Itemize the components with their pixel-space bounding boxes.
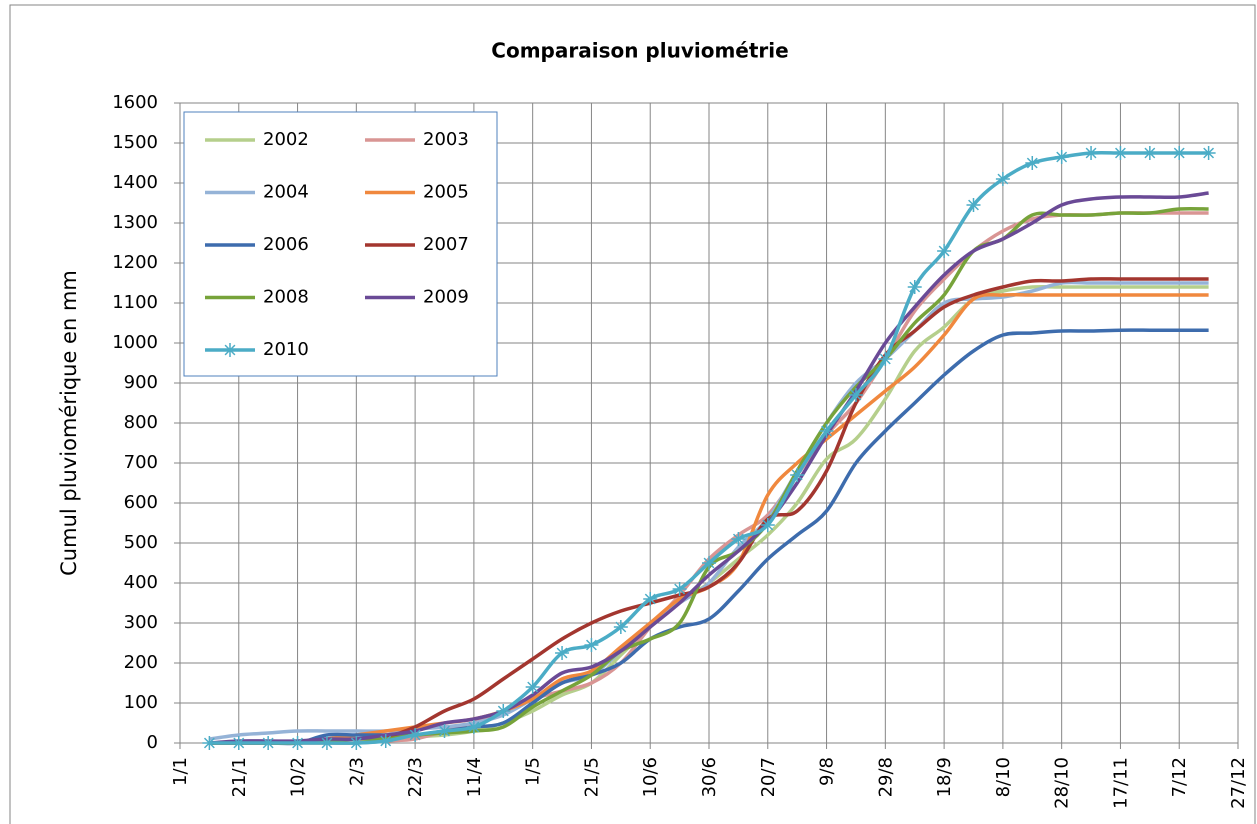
x-tick-label: 1/5 bbox=[523, 757, 544, 786]
data-point bbox=[878, 352, 893, 366]
data-point bbox=[584, 638, 599, 652]
x-tick-label: 22/3 bbox=[405, 757, 426, 797]
data-point bbox=[437, 724, 452, 738]
y-tick-label: 1300 bbox=[112, 212, 158, 233]
x-tick-label: 10/6 bbox=[640, 757, 661, 797]
legend-label: 2004 bbox=[263, 182, 309, 203]
data-point bbox=[760, 518, 775, 532]
data-point bbox=[231, 736, 246, 750]
data-point bbox=[907, 280, 922, 294]
y-tick-label: 500 bbox=[124, 532, 158, 553]
x-tick-label: 1/1 bbox=[170, 757, 191, 786]
x-tick-label: 21/5 bbox=[581, 757, 602, 797]
data-point bbox=[1025, 156, 1040, 170]
x-tick-label: 2/3 bbox=[346, 757, 367, 786]
data-point bbox=[1201, 146, 1216, 160]
data-point bbox=[848, 388, 863, 402]
y-tick-label: 800 bbox=[124, 412, 158, 433]
chart-title: Comparaison pluviométrie bbox=[491, 39, 788, 63]
x-tick-label: 8/10 bbox=[993, 757, 1014, 797]
y-tick-label: 1600 bbox=[112, 92, 158, 113]
data-point bbox=[319, 736, 334, 750]
data-point bbox=[378, 734, 393, 748]
legend: 2002 2003 2004 2005 2006 2007 2008 2009 2010 bbox=[183, 111, 498, 377]
y-tick-label: 700 bbox=[124, 452, 158, 473]
data-point bbox=[408, 728, 423, 742]
legend-label: 2003 bbox=[423, 129, 469, 150]
y-tick-label: 1500 bbox=[112, 132, 158, 153]
y-tick-label: 900 bbox=[124, 372, 158, 393]
data-point bbox=[349, 736, 364, 750]
y-tick-label: 1400 bbox=[112, 172, 158, 193]
legend-label: 2005 bbox=[423, 182, 469, 203]
legend-marker bbox=[223, 343, 237, 357]
data-point bbox=[672, 582, 687, 596]
data-point bbox=[937, 244, 952, 258]
x-tick-label: 18/9 bbox=[934, 757, 955, 797]
data-point bbox=[555, 646, 570, 660]
y-tick-label: 1200 bbox=[112, 252, 158, 273]
x-tick-label: 17/11 bbox=[1110, 757, 1131, 809]
y-tick-label: 1100 bbox=[112, 292, 158, 313]
y-axis-label: Cumul pluviomérique en mm bbox=[57, 270, 81, 576]
legend-label: 2009 bbox=[423, 287, 469, 308]
legend-label: 2007 bbox=[423, 234, 469, 255]
x-tick-label: 29/8 bbox=[875, 757, 896, 797]
y-tick-label: 100 bbox=[124, 692, 158, 713]
x-tick-label: 11/4 bbox=[464, 757, 485, 797]
data-point bbox=[496, 704, 511, 718]
legend-label: 2008 bbox=[263, 287, 309, 308]
data-point bbox=[202, 736, 217, 750]
data-point bbox=[290, 736, 305, 750]
y-tick-label: 1000 bbox=[112, 332, 158, 353]
legend-label: 2006 bbox=[263, 234, 309, 255]
data-point bbox=[995, 172, 1010, 186]
data-point bbox=[819, 424, 834, 438]
y-tick-label: 0 bbox=[147, 732, 158, 753]
x-tick-label: 27/12 bbox=[1228, 757, 1249, 809]
x-tick-label: 30/6 bbox=[699, 757, 720, 797]
data-point bbox=[1084, 146, 1099, 160]
data-point bbox=[966, 198, 981, 212]
x-tick-label: 28/10 bbox=[1052, 757, 1073, 809]
x-tick-label: 21/1 bbox=[229, 757, 250, 797]
x-tick-label: 10/2 bbox=[288, 757, 309, 797]
legend-label: 2002 bbox=[263, 129, 309, 150]
data-point bbox=[643, 592, 658, 606]
data-point bbox=[1142, 146, 1157, 160]
y-tick-label: 400 bbox=[124, 572, 158, 593]
data-point bbox=[1172, 146, 1187, 160]
data-point bbox=[466, 720, 481, 734]
data-point bbox=[790, 468, 805, 482]
x-tick-label: 9/8 bbox=[817, 757, 838, 786]
data-point bbox=[1054, 150, 1069, 164]
y-tick-label: 300 bbox=[124, 612, 158, 633]
y-tick-label: 600 bbox=[124, 492, 158, 513]
data-point bbox=[731, 532, 746, 546]
data-point bbox=[261, 736, 276, 750]
x-tick-label: 20/7 bbox=[758, 757, 779, 797]
x-tick-label: 7/12 bbox=[1169, 757, 1190, 797]
data-point bbox=[525, 680, 540, 694]
data-point bbox=[613, 620, 628, 634]
legend-label: 2010 bbox=[263, 339, 309, 360]
data-point bbox=[1113, 146, 1128, 160]
data-point bbox=[702, 556, 716, 570]
series-line bbox=[209, 191, 1209, 745]
y-tick-label: 200 bbox=[124, 652, 158, 673]
